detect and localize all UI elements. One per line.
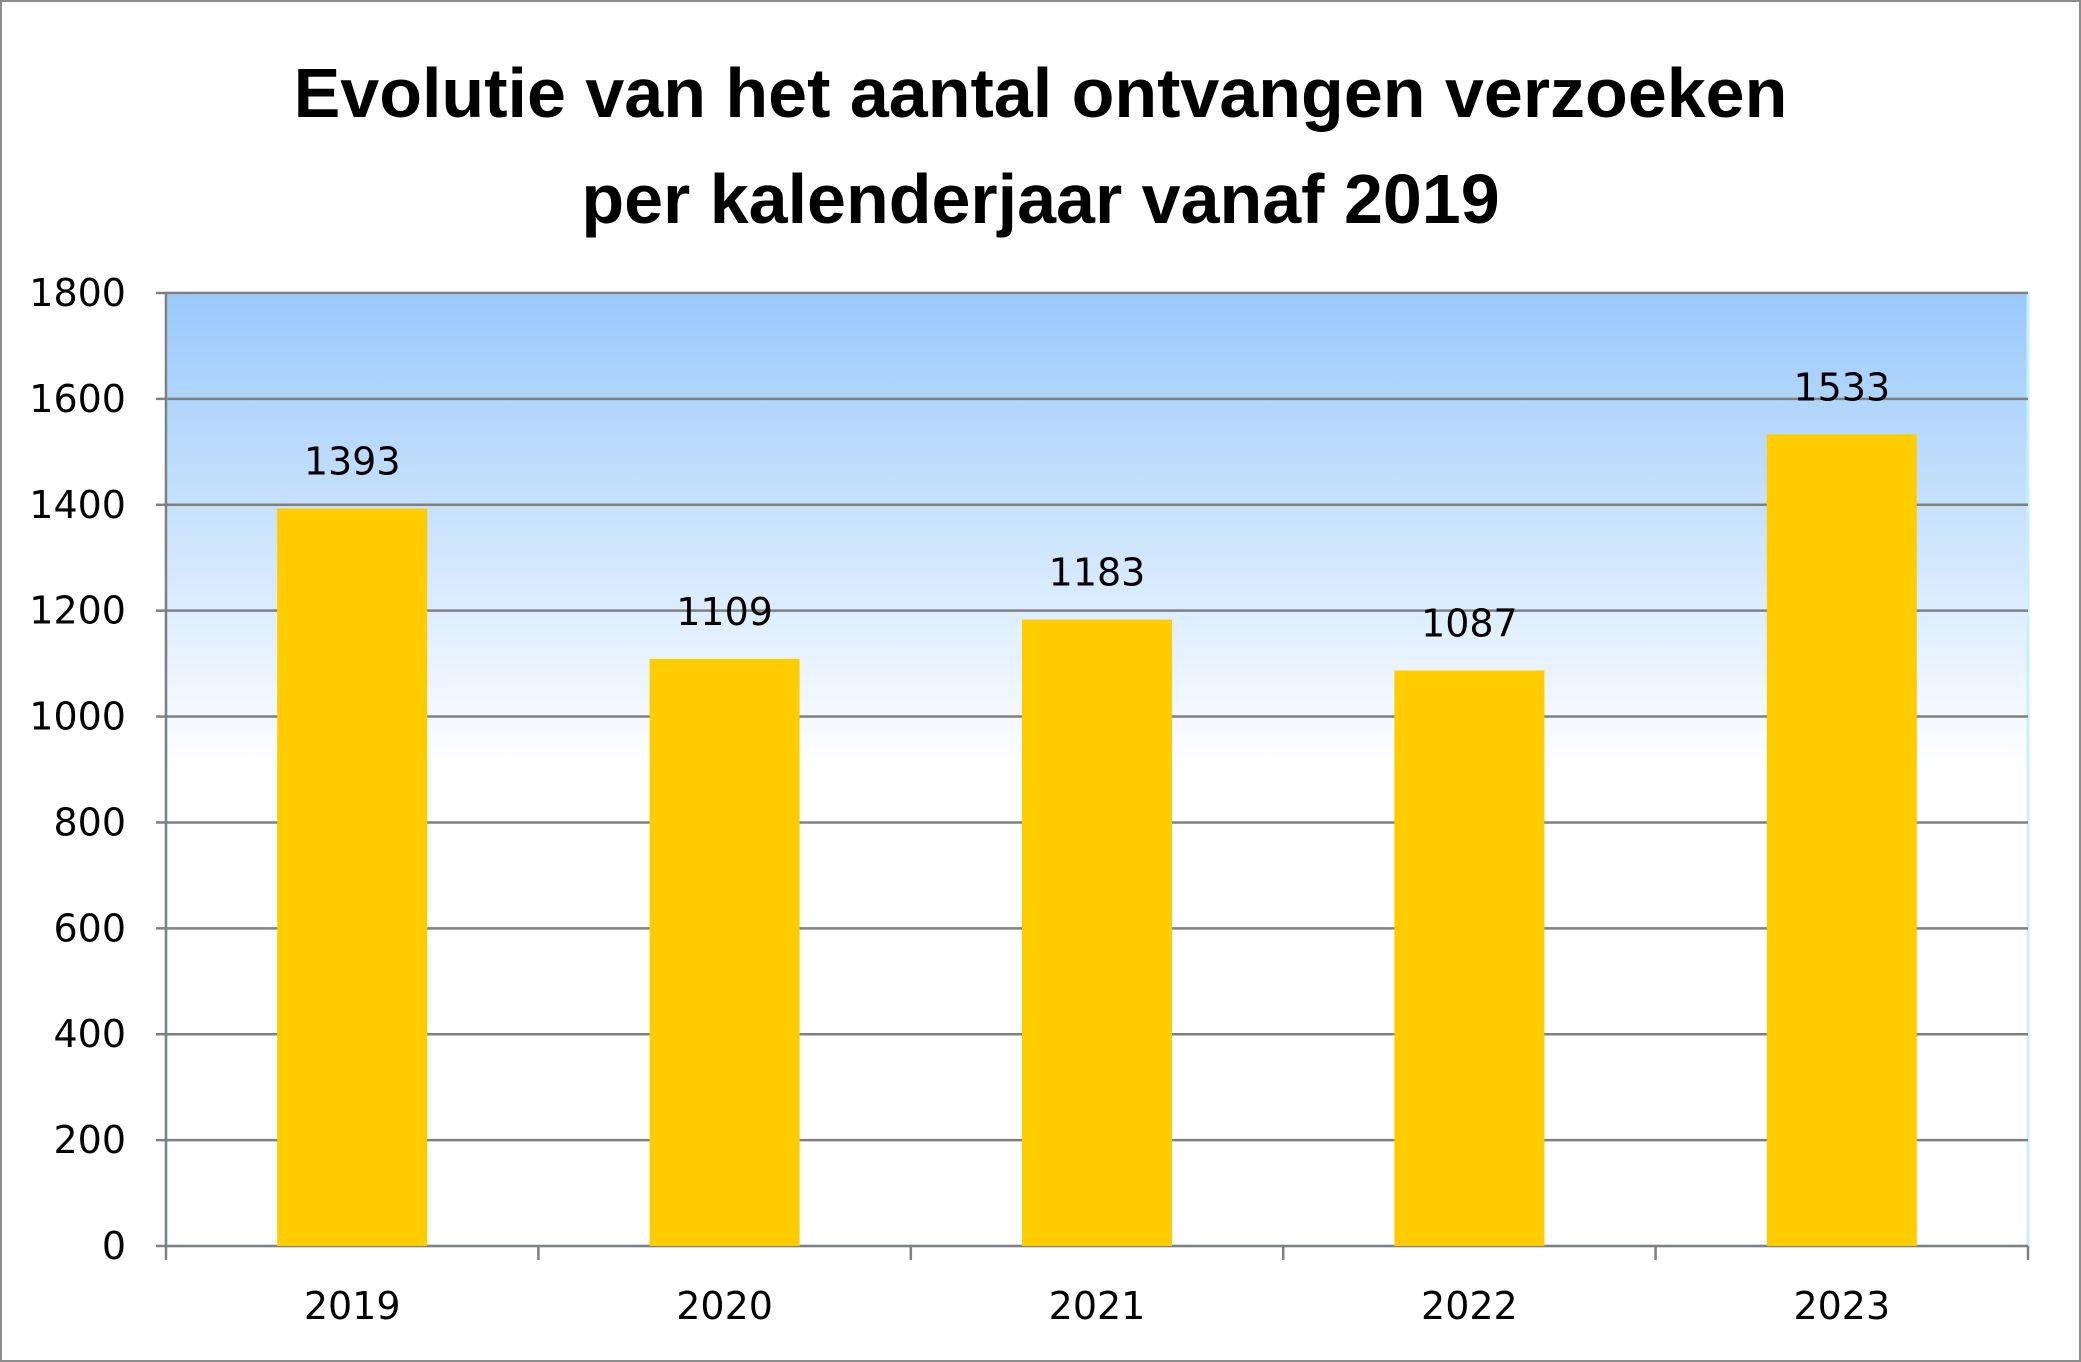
y-tick-label: 1600 xyxy=(29,377,126,421)
chart-title-line-1: Evolutie van het aantal ontvangen verzoe… xyxy=(293,54,1788,132)
data-label-2021: 1183 xyxy=(1049,551,1146,595)
y-tick-label: 600 xyxy=(53,906,126,950)
chart-title: Evolutie van het aantal ontvangen verzoe… xyxy=(0,40,2081,252)
y-tick-label: 800 xyxy=(53,800,126,844)
x-tick-label-2019: 2019 xyxy=(304,1284,401,1328)
data-label-2023: 1533 xyxy=(1793,365,1890,409)
x-tick-label-2020: 2020 xyxy=(676,1284,773,1328)
data-label-2022: 1087 xyxy=(1421,601,1518,645)
bar-2020 xyxy=(649,658,800,1246)
data-label-2020: 1109 xyxy=(676,590,773,634)
x-tick-label-2021: 2021 xyxy=(1049,1284,1146,1328)
data-label-2019: 1393 xyxy=(304,439,401,483)
y-tick-label: 400 xyxy=(53,1012,126,1056)
x-tick-label-2022: 2022 xyxy=(1421,1284,1518,1328)
y-tick-label: 1400 xyxy=(29,483,126,527)
y-tick-label: 200 xyxy=(53,1118,126,1162)
bar-2023 xyxy=(1766,434,1917,1246)
x-tick-label-2023: 2023 xyxy=(1793,1284,1890,1328)
chart-title-line-2: per kalenderjaar vanaf 2019 xyxy=(581,160,1500,238)
y-tick-label: 0 xyxy=(102,1224,126,1268)
y-tick-label: 1800 xyxy=(29,271,126,315)
y-tick-label: 1000 xyxy=(29,695,126,739)
bar-2021 xyxy=(1022,619,1172,1246)
y-tick-label: 1200 xyxy=(29,589,126,633)
bar-2019 xyxy=(277,508,428,1246)
bar-2022 xyxy=(1394,670,1545,1246)
